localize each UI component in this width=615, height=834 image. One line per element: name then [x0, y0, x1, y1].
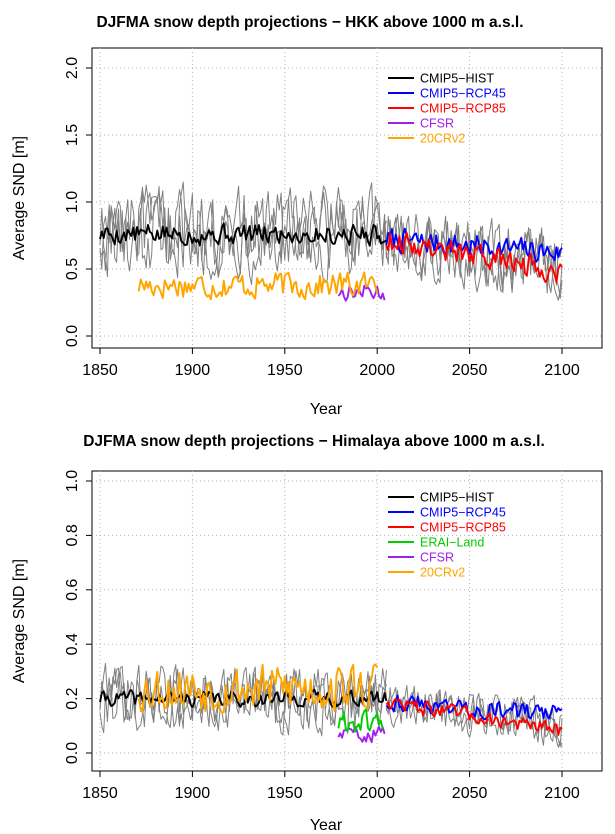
y-axis-label: Average SND [m]	[11, 136, 28, 260]
legend-label: CMIP5−HIST	[420, 72, 494, 86]
series-group	[99, 663, 563, 748]
series-line	[337, 708, 384, 733]
x-tick-label: 1900	[175, 785, 211, 802]
y-tick-label: 0.0	[64, 742, 81, 764]
plot-frame	[91, 470, 603, 772]
series-group	[99, 181, 563, 302]
legend-label: CMIP5−RCP85	[420, 521, 506, 535]
series-line	[99, 663, 387, 736]
grid	[92, 48, 602, 348]
plot-frame	[91, 47, 603, 349]
chart-panel-hkk: DJFMA snow depth projections − HKK above…	[11, 14, 603, 418]
y-tick-label: 1.0	[64, 470, 81, 492]
x-tick-label: 2100	[544, 362, 580, 379]
x-tick-label: 2050	[452, 362, 488, 379]
series-line	[385, 694, 563, 721]
legend-label: CMIP5−RCP85	[420, 102, 506, 116]
y-tick-label: 0.5	[64, 258, 81, 280]
legend: CMIP5−HISTCMIP5−RCP45CMIP5−RCP85CFSR20CR…	[388, 72, 506, 146]
y-tick-label: 1.5	[64, 124, 81, 146]
legend-label: CFSR	[420, 551, 454, 565]
chart-title: DJFMA snow depth projections − HKK above…	[96, 14, 523, 31]
chart-title: DJFMA snow depth projections − Himalaya …	[83, 433, 545, 450]
legend-label: CMIP5−HIST	[420, 491, 494, 505]
x-tick-label: 1900	[175, 362, 211, 379]
y-axis: 0.0 0.2 0.4 0.6 0.8 1.0	[64, 470, 92, 764]
legend-label: CMIP5−RCP45	[420, 87, 506, 101]
y-tick-label: 0.2	[64, 687, 81, 709]
series-line	[385, 685, 563, 746]
x-tick-label: 2100	[544, 785, 580, 802]
y-tick-label: 0.6	[64, 579, 81, 601]
series-line	[385, 697, 563, 736]
legend-label: 20CRv2	[420, 566, 465, 580]
y-tick-label: 0.0	[64, 325, 81, 347]
y-tick-label: 1.0	[64, 191, 81, 213]
legend-label: CFSR	[420, 117, 454, 131]
series-line	[385, 227, 563, 263]
x-tick-label: 2000	[359, 785, 395, 802]
y-axis: 0.0 0.5 1.0 1.5 2.0	[64, 57, 92, 347]
series-line	[337, 284, 386, 302]
x-axis: 1850 1900 1950 2000 2050 2100	[82, 771, 580, 802]
x-tick-label: 1850	[82, 362, 118, 379]
series-line	[99, 181, 387, 278]
x-tick-label: 2000	[359, 362, 395, 379]
chart-panel-himalaya: DJFMA snow depth projections − Himalaya …	[11, 433, 603, 834]
x-axis-label: Year	[310, 817, 343, 834]
x-tick-label: 2050	[452, 785, 488, 802]
y-tick-label: 0.8	[64, 524, 81, 546]
x-axis: 1850 1900 1950 2000 2050 2100	[82, 348, 580, 379]
y-tick-label: 0.4	[64, 633, 81, 655]
legend-label: CMIP5−RCP45	[420, 506, 506, 520]
x-tick-label: 1950	[267, 785, 303, 802]
x-tick-label: 1850	[82, 785, 118, 802]
x-axis-label: Year	[310, 401, 343, 418]
legend-label: ERAI−Land	[420, 536, 484, 550]
series-line	[137, 663, 379, 714]
x-tick-label: 1950	[267, 362, 303, 379]
y-tick-label: 2.0	[64, 57, 81, 79]
grid	[92, 471, 602, 771]
series-line	[99, 222, 387, 247]
legend-label: 20CRv2	[420, 132, 465, 146]
legend: CMIP5−HISTCMIP5−RCP45CMIP5−RCP85ERAI−Lan…	[388, 491, 506, 580]
series-line	[137, 271, 379, 301]
series-line	[385, 232, 563, 284]
y-axis-label: Average SND [m]	[11, 559, 28, 683]
